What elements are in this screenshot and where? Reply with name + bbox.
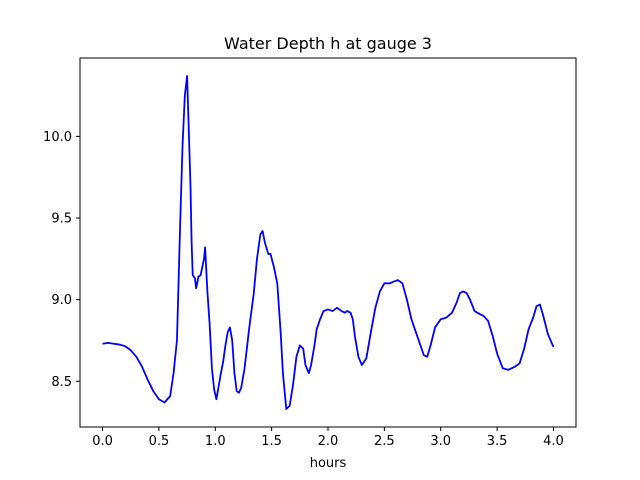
series-line-0 [102, 75, 555, 410]
x-tick-label: 4.0 [543, 434, 564, 449]
x-tick-label: 2.0 [318, 434, 339, 449]
y-tick-label: 9.5 [51, 212, 72, 227]
x-axis-label: hours [310, 456, 347, 471]
y-tick-label: 8.5 [51, 375, 72, 390]
ticks-layer: 0.0 0.5 1.0 1.5 2.0 2.5 3.0 3.5 4.0 8.5 9.0 9.5 10.0 [43, 130, 564, 449]
marks-layer [102, 75, 555, 410]
x-tick-label: 0.5 [149, 434, 170, 449]
x-tick-label: 0.0 [92, 434, 113, 449]
x-tick-label: 2.5 [374, 434, 395, 449]
x-tick-label: 1.0 [205, 434, 226, 449]
x-tick-label: 3.5 [487, 434, 508, 449]
x-tick-label: 3.0 [430, 434, 451, 449]
chart-title: Water Depth h at gauge 3 [224, 34, 432, 53]
x-tick-label: 1.5 [261, 434, 282, 449]
y-tick-label: 10.0 [43, 130, 72, 145]
y-tick-label: 9.0 [51, 293, 72, 308]
